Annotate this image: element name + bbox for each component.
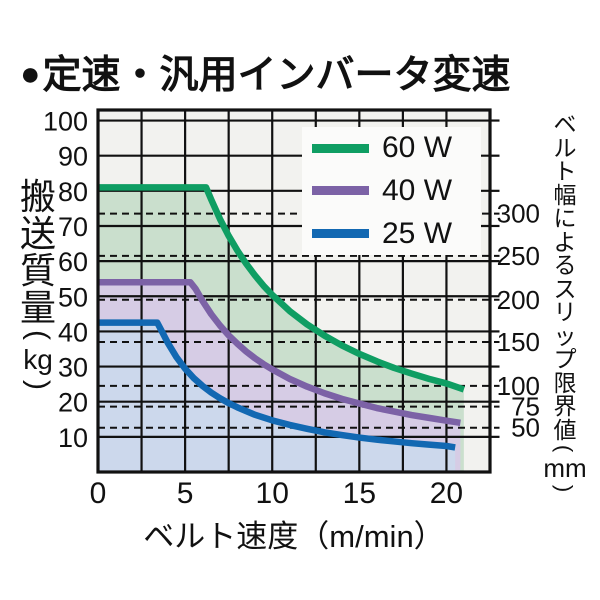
y-axis-title-right: ベルト幅によるスリップ限界値(mm) [543, 111, 587, 495]
y-tick-label-60: 60 [58, 247, 88, 277]
x-tick-label-10: 10 [256, 477, 289, 510]
legend-swatch-60-w [312, 143, 369, 153]
curve-25-w [98, 319, 456, 451]
bullet-icon: ● [20, 55, 41, 93]
y-axis-title-left-unit: kg [23, 344, 53, 375]
y-axis-title-right-paren-open: ( [552, 444, 578, 453]
page-title-text: 定速・汎用インバータ変速 [42, 54, 511, 97]
y-axis-title-right-char: プ [553, 346, 577, 372]
right-tick-label-50: 50 [511, 413, 540, 443]
y-axis-title-right-char: に [553, 205, 577, 231]
y-axis-title-left: 搬送質量 ( kg) [12, 178, 64, 394]
y-axis-title-right-char: 界 [553, 393, 577, 419]
legend-item-25-w: 25 W [302, 217, 481, 251]
legend-item-60-w: 60 W [302, 131, 481, 165]
right-tick-label-250: 250 [497, 241, 540, 271]
y-axis-title-right-char: る [553, 252, 577, 278]
y-axis-title-right-char: よ [553, 228, 577, 255]
area-25-w [98, 322, 456, 472]
right-tick-label-150: 150 [497, 327, 540, 357]
y-tick-label-30: 30 [58, 353, 88, 383]
y-axis-title-left-char: 質 [19, 250, 56, 291]
y-axis-title-left-char: 送 [19, 213, 56, 254]
x-tick-label-0: 0 [90, 477, 107, 510]
right-tick-label-200: 200 [497, 285, 540, 315]
y-tick-label-50: 50 [58, 282, 88, 312]
y-tick-label-20: 20 [58, 388, 88, 418]
x-axis-title: ベルト速度（m/min） [143, 519, 445, 554]
x-tick-label-15: 15 [343, 477, 376, 510]
y-axis-title-right-char: 限 [553, 369, 577, 396]
y-axis-title-right-unit: mm [543, 453, 587, 483]
y-axis-title-right-char: 値 [553, 416, 577, 443]
right-tick-label-300: 300 [497, 199, 540, 229]
y-axis-title-left-paren-close: ) [22, 380, 55, 390]
y-tick-label-80: 80 [58, 177, 88, 207]
y-axis-title-right-char: ト [553, 158, 577, 184]
curve-40-w [98, 278, 461, 427]
y-axis-title-right-char: リ [553, 299, 577, 325]
x-tick-label-5: 5 [177, 477, 194, 510]
y-tick-label-100: 100 [43, 107, 88, 137]
right-tick-label-100: 100 [497, 371, 540, 401]
y-tick-label-90: 90 [58, 142, 88, 172]
legend-swatch-40-w [312, 186, 369, 196]
y-axis-title-right-char: ス [553, 275, 577, 302]
y-tick-label-10: 10 [58, 423, 88, 453]
y-axis-title-right-char: ル [553, 134, 577, 161]
x-tick-label-20: 20 [430, 477, 463, 510]
y-axis-title-right-char: 幅 [553, 181, 577, 208]
y-axis-title-left-char: 量 [19, 287, 56, 328]
y-axis-title-right-char: ベ [553, 111, 577, 137]
y-tick-label-70: 70 [58, 212, 88, 242]
plot-frame [96, 108, 492, 474]
y-tick-label-40: 40 [58, 317, 88, 347]
legend-swatch-25-w [312, 229, 369, 239]
legend-item-40-w: 40 W [302, 174, 481, 208]
legend-label-25-w: 25 W [382, 216, 453, 250]
y-axis-title-right-paren-close: ) [552, 484, 578, 493]
y-axis-title-left-char: 搬 [19, 176, 56, 217]
page-title: ●定速・汎用インバータ変速 [20, 44, 511, 100]
right-tick-label-75: 75 [511, 392, 540, 422]
y-axis-title-left-paren-open: ( [22, 330, 55, 340]
legend-label-40-w: 40 W [382, 173, 453, 207]
legend: 60 W 40 W 25 W [302, 127, 481, 255]
curve-60-w [98, 184, 465, 393]
legend-label-60-w: 60 W [382, 131, 453, 165]
y-axis-title-right-char: ッ [553, 322, 577, 349]
